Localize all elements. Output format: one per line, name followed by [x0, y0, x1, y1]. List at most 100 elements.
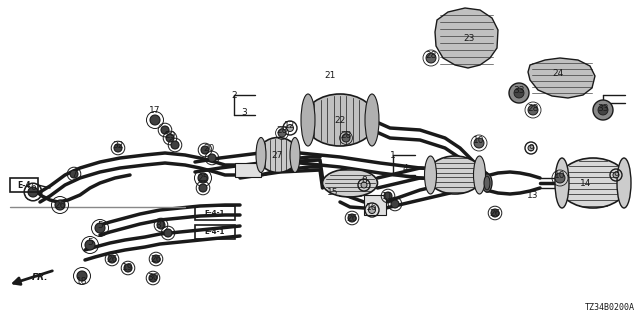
Circle shape	[150, 115, 160, 125]
Text: E-4-1: E-4-1	[205, 229, 225, 235]
Circle shape	[149, 274, 157, 282]
Circle shape	[199, 184, 207, 192]
Text: TZ34B0200A: TZ34B0200A	[585, 303, 635, 312]
Ellipse shape	[617, 158, 631, 208]
Text: 15: 15	[327, 188, 339, 196]
Text: 3: 3	[241, 108, 247, 116]
Text: 28: 28	[276, 125, 288, 134]
Circle shape	[70, 170, 78, 178]
Circle shape	[491, 209, 499, 217]
Bar	[235, 163, 261, 177]
Ellipse shape	[290, 138, 300, 172]
Text: 23: 23	[463, 34, 475, 43]
Text: 26: 26	[490, 209, 500, 218]
Text: 9: 9	[528, 143, 534, 153]
Text: 28: 28	[426, 51, 436, 60]
Ellipse shape	[428, 156, 483, 194]
Text: 20: 20	[204, 143, 214, 153]
Text: 29: 29	[164, 131, 176, 140]
Circle shape	[114, 144, 122, 152]
Ellipse shape	[258, 138, 298, 172]
Circle shape	[613, 172, 619, 178]
Ellipse shape	[256, 138, 266, 172]
Circle shape	[598, 105, 608, 115]
Polygon shape	[528, 58, 595, 98]
Text: 5: 5	[97, 220, 103, 229]
Ellipse shape	[474, 156, 486, 194]
Circle shape	[514, 88, 524, 98]
Text: 19: 19	[122, 263, 134, 273]
Circle shape	[85, 240, 95, 250]
Circle shape	[348, 214, 356, 222]
Text: 10: 10	[554, 171, 566, 180]
Circle shape	[426, 53, 436, 63]
Text: 12: 12	[284, 121, 296, 130]
Circle shape	[369, 206, 376, 213]
Text: 13: 13	[527, 190, 539, 199]
Text: 24: 24	[552, 68, 564, 77]
Text: 8: 8	[361, 175, 367, 185]
Text: 9: 9	[613, 171, 619, 180]
Text: 21: 21	[324, 70, 336, 79]
Circle shape	[201, 146, 209, 154]
Text: 25: 25	[197, 173, 209, 182]
Circle shape	[555, 173, 565, 183]
Circle shape	[287, 124, 294, 132]
Text: 22: 22	[334, 116, 346, 124]
Circle shape	[528, 145, 534, 151]
Text: 26: 26	[54, 201, 66, 210]
Text: E-4-1: E-4-1	[205, 210, 225, 216]
Ellipse shape	[555, 158, 569, 208]
Circle shape	[391, 200, 399, 208]
Bar	[10, 178, 38, 192]
Text: 28: 28	[340, 131, 352, 140]
Text: 26: 26	[150, 254, 162, 263]
Circle shape	[384, 192, 392, 200]
Polygon shape	[435, 8, 498, 68]
Circle shape	[166, 134, 174, 142]
Circle shape	[509, 83, 529, 103]
Circle shape	[28, 187, 38, 197]
Ellipse shape	[424, 156, 436, 194]
Ellipse shape	[484, 176, 490, 190]
Text: 28: 28	[527, 103, 539, 113]
Circle shape	[342, 134, 350, 142]
Text: 5: 5	[87, 237, 93, 246]
Text: 1: 1	[390, 150, 396, 159]
Circle shape	[171, 141, 179, 149]
Text: 2: 2	[231, 91, 237, 100]
Circle shape	[152, 255, 160, 263]
Text: 32: 32	[112, 140, 124, 149]
Text: 31: 31	[156, 220, 167, 229]
Text: 17: 17	[149, 106, 161, 115]
Circle shape	[77, 271, 87, 281]
Circle shape	[124, 264, 132, 272]
Text: 10: 10	[473, 135, 484, 145]
Text: 33: 33	[597, 103, 609, 113]
Text: 11: 11	[382, 191, 394, 201]
Text: 18: 18	[76, 277, 88, 286]
Text: 16: 16	[366, 203, 378, 212]
Text: E-4: E-4	[17, 180, 31, 189]
Text: 7: 7	[71, 170, 77, 179]
Text: 26: 26	[106, 254, 118, 263]
Text: FR.: FR.	[32, 274, 48, 283]
Ellipse shape	[323, 169, 378, 197]
Ellipse shape	[365, 94, 379, 146]
Text: 30: 30	[147, 274, 159, 283]
Circle shape	[161, 126, 169, 134]
Circle shape	[474, 138, 484, 148]
Text: 14: 14	[580, 179, 592, 188]
Circle shape	[593, 100, 613, 120]
Circle shape	[361, 182, 367, 188]
Text: 33: 33	[513, 85, 525, 94]
Bar	[195, 225, 235, 239]
Bar	[364, 195, 386, 215]
Ellipse shape	[304, 94, 376, 146]
Circle shape	[528, 105, 538, 115]
Circle shape	[55, 200, 65, 210]
Text: 27: 27	[271, 150, 283, 159]
Circle shape	[95, 223, 105, 233]
Text: 4: 4	[402, 164, 408, 172]
Circle shape	[198, 173, 208, 183]
